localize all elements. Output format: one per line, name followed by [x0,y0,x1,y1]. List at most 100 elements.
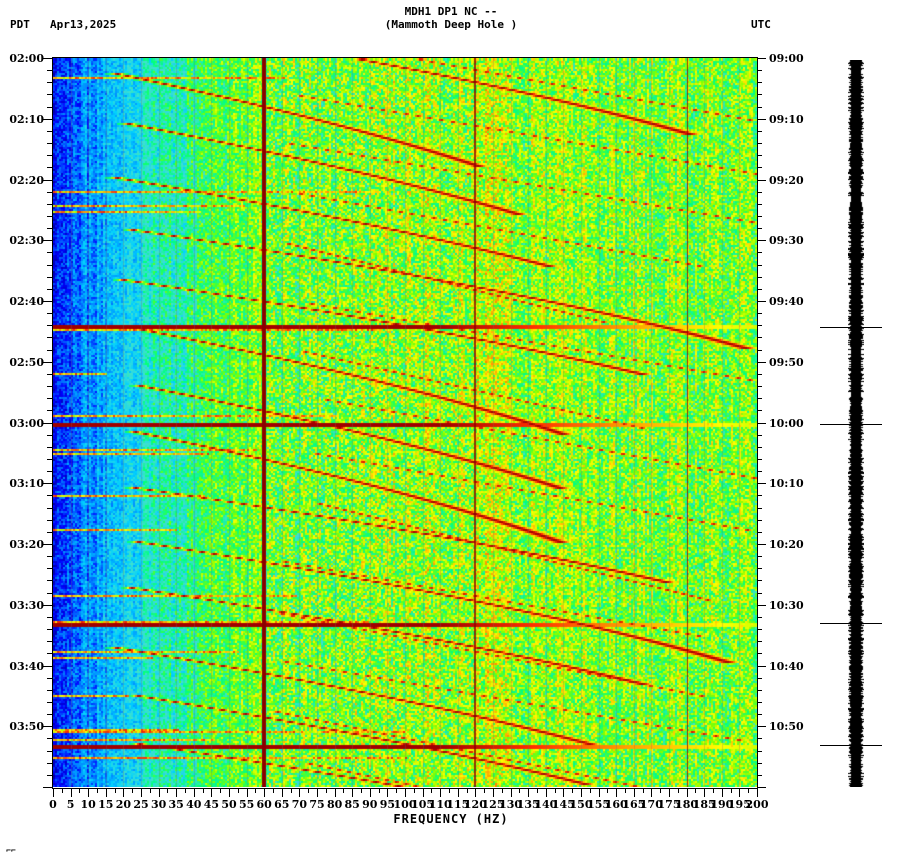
frequency-tick [194,788,195,797]
frequency-tick [396,788,397,793]
frequency-label: 0 [49,798,57,811]
time-minor-tick [757,580,762,581]
right-timezone-label: UTC [751,18,771,31]
right-time-label: 10:30 [769,599,804,612]
left-time-label: 02:50 [9,356,44,369]
frequency-tick [625,788,626,793]
frequency-label: 40 [186,798,202,811]
frequency-tick [449,788,450,793]
time-minor-tick [47,252,52,253]
frequency-tick [150,788,151,793]
frequency-tick [167,788,168,793]
time-minor-tick [757,228,762,229]
time-minor-tick [757,617,762,618]
time-minor-tick [47,94,52,95]
date-label: Apr13,2025 [50,18,117,31]
right-time-label: 10:10 [769,477,804,490]
right-time-label: 10:00 [769,417,804,430]
frequency-tick [651,788,652,797]
frequency-tick [88,788,89,797]
frequency-tick [361,788,362,793]
frequency-label: 95 [379,798,396,811]
frequency-label: 25 [133,798,149,811]
time-minor-tick [47,532,52,533]
frequency-label: 120 [463,798,487,811]
frequency-tick [475,788,476,797]
frequency-tick [387,788,388,797]
frequency-tick [581,788,582,797]
time-minor-tick [43,666,52,667]
frequency-label: 75 [309,798,325,811]
trace-time-marker [820,745,882,746]
time-minor-tick [43,544,52,545]
frequency-label: 135 [516,798,540,811]
time-minor-tick [757,313,762,314]
time-minor-tick [757,82,762,83]
frequency-tick [247,788,248,797]
time-minor-tick [47,337,52,338]
frequency-label: 100 [393,798,417,811]
frequency-tick [335,788,336,797]
time-minor-tick [757,265,762,266]
time-minor-tick [757,155,762,156]
frequency-tick [502,788,503,793]
frequency-tick [238,788,239,793]
time-minor-tick [47,204,52,205]
frequency-tick [176,788,177,797]
time-minor-tick [757,301,766,302]
frequency-tick [423,788,424,797]
frequency-tick [669,788,670,797]
frequency-tick [159,788,160,797]
spectrogram-canvas[interactable] [53,58,757,787]
frequency-label: 55 [238,798,255,811]
time-minor-tick [47,325,52,326]
time-minor-tick [47,653,52,654]
time-minor-tick [757,119,766,120]
frequency-label: 125 [481,798,505,811]
time-minor-tick [757,738,762,739]
time-minor-tick [47,738,52,739]
time-minor-tick [47,556,52,557]
time-minor-tick [757,787,766,788]
frequency-label: 130 [499,798,523,811]
time-minor-tick [47,629,52,630]
time-minor-tick [757,483,766,484]
frequency-label: 185 [692,798,716,811]
frequency-tick [607,788,608,793]
left-time-label: 03:10 [9,477,44,490]
time-minor-tick [47,678,52,679]
frequency-label: 145 [551,798,575,811]
time-minor-tick [47,167,52,168]
waveform-trace-strip[interactable] [848,60,864,787]
frequency-label: 80 [326,798,343,811]
frequency-tick [220,788,221,793]
frequency-tick [291,788,292,793]
frequency-tick [599,788,600,797]
frequency-tick [537,788,538,793]
frequency-label: 45 [203,798,220,811]
spectrogram-plot[interactable] [53,58,757,787]
frequency-label: 155 [587,798,611,811]
time-minor-tick [757,386,762,387]
time-minor-tick [47,410,52,411]
time-minor-tick [47,568,52,569]
time-minor-tick [757,131,762,132]
frequency-label: 160 [604,798,628,811]
time-minor-tick [757,508,762,509]
time-minor-tick [757,666,766,667]
right-time-label: 09:00 [769,52,804,65]
time-minor-tick [43,726,52,727]
frequency-tick [528,788,529,797]
frequency-tick [352,788,353,797]
time-minor-tick [757,532,762,533]
time-minor-tick [757,325,762,326]
frequency-label: 5 [66,798,75,811]
time-minor-tick [47,763,52,764]
time-minor-tick [757,556,762,557]
time-minor-tick [47,447,52,448]
time-minor-tick [757,447,762,448]
time-minor-tick [757,605,766,606]
time-minor-tick [757,751,762,752]
frequency-tick [678,788,679,793]
time-minor-tick [757,410,762,411]
